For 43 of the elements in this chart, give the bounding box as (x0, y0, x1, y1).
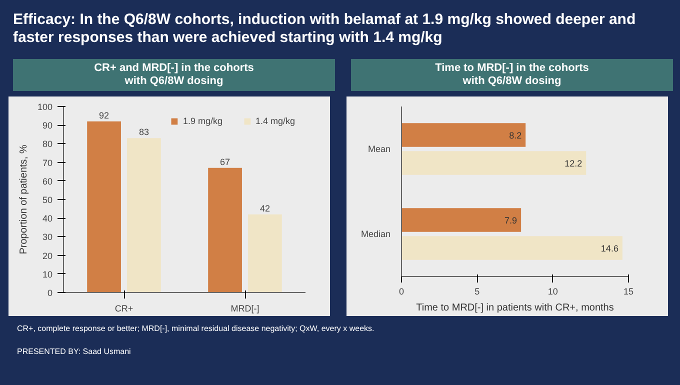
x-tick-label: 10 (548, 286, 558, 296)
bar (87, 121, 121, 292)
y-tick-label: 50 (42, 195, 53, 205)
x-tick-label: 0 (398, 286, 404, 296)
text: PRESENTED BY: Saad Usmani (17, 346, 131, 358)
bar (402, 208, 522, 232)
y-tick-label: Median (360, 229, 391, 239)
legend-label: 1.4 mg/kg (255, 116, 295, 126)
chart-subtitle: CR+ and MRD[-] in the cohorts with Q6/8W dosing (94, 62, 254, 88)
bar (127, 138, 161, 292)
y-tick-label: 30 (42, 232, 53, 242)
y-tick-label: 90 (42, 120, 53, 131)
bar (402, 151, 586, 175)
y-tick-label: 80 (42, 139, 53, 150)
x-tick-label: 5 (474, 286, 480, 296)
x-axis-title: Time to MRD[-] in patients with CR+, months (416, 302, 614, 314)
data-label: 14.6 (600, 244, 618, 254)
chart-title: Time to MRD[-] in the cohorts with Q6/8W dosing (435, 62, 589, 88)
y-tick-label: 20 (42, 250, 53, 261)
chart-title: Efficacy: In the Q6/8W cohorts, induction with belamaf at 1.9 mg/kg showed deeper and faster responses than were achieved starting with 1.4 mg/kg (13, 11, 637, 47)
bar (402, 123, 526, 147)
data-label: 92 (99, 110, 110, 120)
data-label: 83 (138, 127, 149, 138)
legend-label: 1.9 mg/kg (182, 116, 222, 126)
text: CR+, complete response or better; MRD[-], minimal residual disease negativity; QxW, every x weeks. (17, 323, 374, 334)
data-label: 67 (220, 156, 230, 167)
x-tick-label: 15 (623, 286, 634, 296)
data-label: 7.9 (504, 215, 518, 226)
data-label: 42 (260, 203, 270, 214)
y-tick-label: 70 (42, 158, 53, 168)
data-label: 8.2 (509, 130, 522, 140)
data-label: 12.2 (564, 158, 582, 169)
y-axis-title: Proportion of patients, % (18, 144, 30, 254)
y-tick-label: 40 (42, 214, 53, 224)
y-tick-label: 100 (37, 102, 53, 112)
x-tick-label: MRD[-] (230, 304, 260, 314)
bar (402, 236, 622, 260)
bar (208, 168, 242, 292)
y-tick-label: 60 (42, 176, 53, 186)
x-tick-label: CR+ (114, 304, 134, 314)
bar (248, 214, 282, 292)
y-tick-label: 10 (42, 269, 53, 280)
y-tick-label: Mean (368, 144, 390, 154)
